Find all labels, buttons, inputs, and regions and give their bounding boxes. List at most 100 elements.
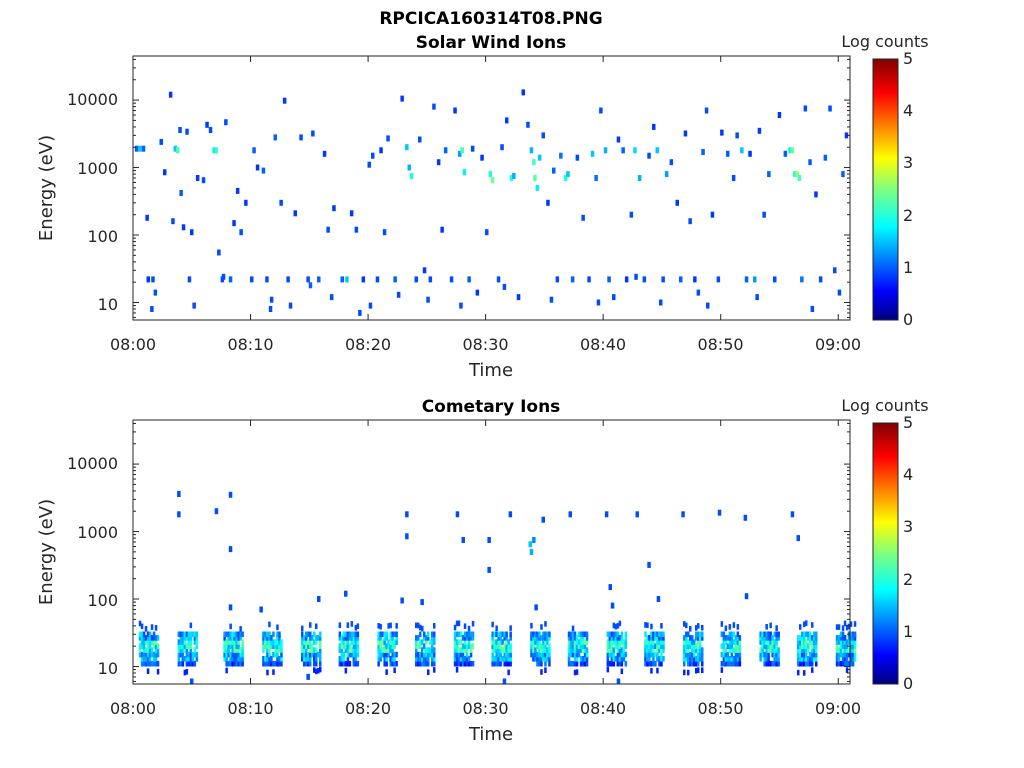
spectrogram-cell [696,289,701,296]
spectrogram-cell [183,643,187,649]
spectrogram-cell [348,635,352,641]
spectrogram-cell [622,651,626,658]
spectrogram-cell [425,647,428,653]
spectrogram-cell [813,635,816,641]
spectrogram-cell [606,651,610,658]
spectrogram-cell [581,631,585,638]
spectrogram-cell [530,647,533,653]
spectrogram-cell [152,651,156,658]
spectrogram-cell [306,673,310,680]
spectrogram-cell [301,635,304,641]
spectrogram-cell [368,302,373,309]
spectrogram-cell [395,635,398,641]
spectrogram-cell [851,635,855,641]
spectrogram-cell [457,631,461,638]
spectrogram-cell [299,134,303,141]
spectrogram-cell [319,660,322,667]
spectrogram-cell [687,631,690,638]
spectrogram-cell [644,631,647,638]
spectrogram-cell [140,651,144,658]
spectrogram-cell [385,635,388,641]
spectrogram-cell [570,276,575,283]
spectrogram-cell [338,660,342,667]
spectrogram-cell [569,639,573,645]
spectrogram-cell [181,639,185,645]
spectrogram-cell [385,669,388,675]
spectrogram-cell [658,660,661,667]
spectrogram-cell [193,651,197,658]
spectrogram-cell [606,647,610,653]
spectrogram-cell [738,660,742,667]
spectrogram-cell [837,624,841,630]
spectrogram-cell [763,631,766,638]
spectrogram-cell [356,647,360,653]
spectrogram-cell [769,643,772,649]
spectrogram-cell [455,647,459,653]
spectrogram-cell [583,660,587,667]
spectrogram-cell [235,635,238,641]
spectrogram-cell [313,647,316,653]
spectrogram-cell [181,635,185,641]
spectrogram-cell [463,647,467,653]
spectrogram-cell [775,647,778,653]
spectrogram-cell [644,660,647,667]
spectrogram-cell [775,643,778,649]
spectrogram-cell [851,656,855,662]
spectrogram-cell [608,639,612,645]
spectrogram-cell [728,647,732,653]
spectrogram-cell [195,651,199,658]
spectrogram-cell [189,643,193,649]
spectrogram-cell [497,643,500,649]
spectrogram-cell [227,660,230,667]
spectrogram-cell [530,631,533,638]
spectrogram-cell [656,667,659,674]
spectrogram-cell [691,660,694,667]
spectrogram-cell [685,639,688,645]
spectrogram-cell [389,635,392,641]
spectrogram-cell [726,660,730,667]
spectrogram-cell [329,294,334,301]
spectrogram-cell [775,660,778,667]
spectrogram-cell [356,651,360,658]
spectrogram-cell [239,229,243,236]
spectrogram-cell [689,643,692,649]
spectrogram-cell [223,656,226,662]
spectrogram-cell [313,660,316,667]
spectrogram-cell [654,651,657,658]
spectrogram-cell [195,631,199,638]
spectrogram-cell [317,276,321,283]
spectrogram-cell [389,660,392,667]
spectrogram-cell [656,647,659,653]
spectrogram-cell [726,651,730,658]
spectrogram-cell [315,635,318,641]
spectrogram-cell [735,132,739,139]
spectrogram-cell [799,639,802,645]
spectrogram-cell [461,656,465,662]
spectrogram-cell [142,631,146,638]
spectrogram-cell [303,651,306,658]
spectrogram-cell [573,643,577,649]
spectrogram-cell [544,631,547,638]
spectrogram-cell [491,639,494,645]
spectrogram-cell [150,651,154,658]
spectrogram-cell [573,669,577,676]
spectrogram-cell [491,647,494,653]
spectrogram-cell [319,651,322,658]
spectrogram-cell [585,647,589,653]
spectrogram-cell [497,656,500,662]
spectrogram-cell [691,651,694,658]
spectrogram-cell [813,651,816,658]
spectrogram-cell [233,656,236,662]
spectrogram-cell [278,643,281,649]
spectrogram-cell [455,656,459,662]
spectrogram-cell [237,643,240,649]
spectrogram-cell [189,660,193,667]
spectrogram-cell [654,635,657,641]
axes-frame-solar-wind [132,55,851,321]
spectrogram-cell [546,199,550,206]
spectrogram-cell [624,276,629,283]
spectrogram-cell [391,656,394,662]
spectrogram-cell [268,656,271,662]
colorbar-tick: 4 [903,465,913,484]
spectrogram-cell [315,639,318,645]
